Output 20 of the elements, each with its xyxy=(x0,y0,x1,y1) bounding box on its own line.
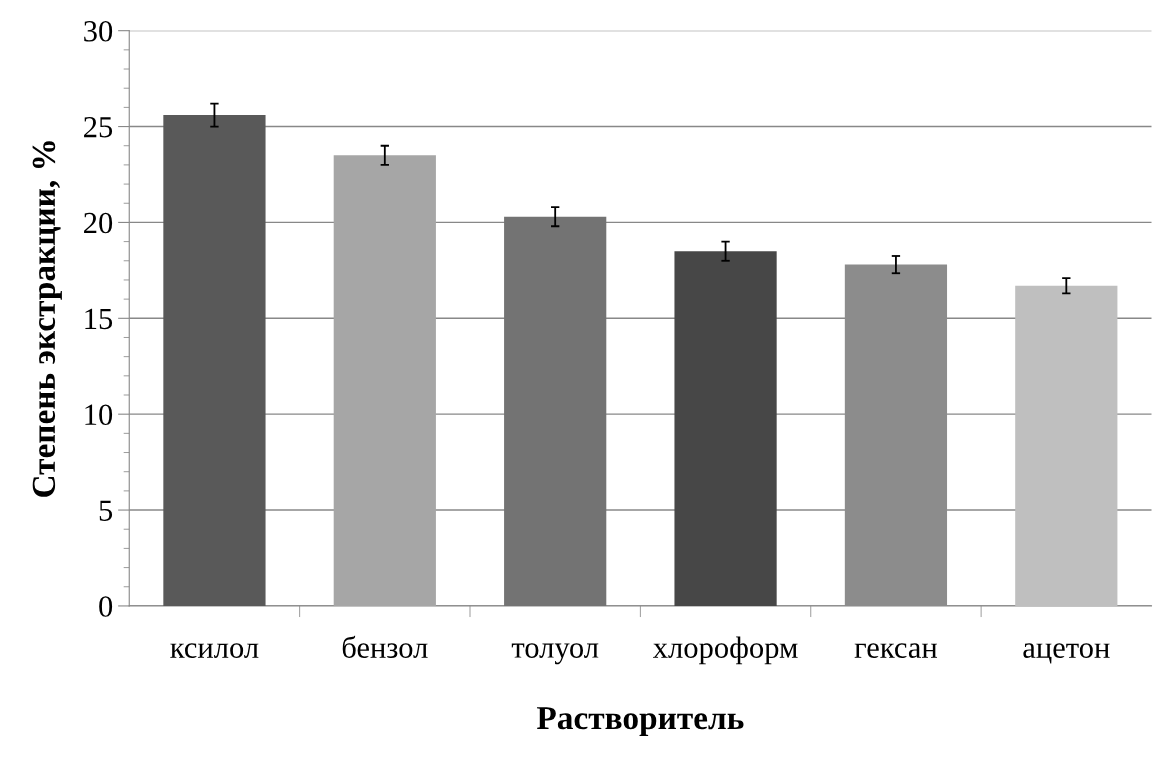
bar xyxy=(504,216,607,606)
y-tick-label: 15 xyxy=(85,308,113,330)
y-tick-label: 25 xyxy=(84,116,113,138)
y-tick-label: 0 xyxy=(99,596,113,617)
bar xyxy=(163,115,266,606)
x-tick-label: ксилол xyxy=(170,643,259,658)
y-tick-label: 20 xyxy=(84,212,113,234)
y-axis-title: Степень экстракции, % xyxy=(32,141,62,497)
x-tick-label: бензол xyxy=(342,635,428,658)
bar xyxy=(1015,285,1118,606)
x-tick-label: толуол xyxy=(511,643,599,665)
bar xyxy=(674,251,777,606)
x-tick-label: ацетон xyxy=(1023,643,1110,664)
x-tick-label: гексан xyxy=(854,643,938,658)
x-axis-title: Растворитель xyxy=(536,707,744,737)
x-tick-label: хлороформ xyxy=(653,636,798,665)
bar xyxy=(333,155,436,606)
y-tick-label: 5 xyxy=(99,500,113,521)
y-tick-label: 10 xyxy=(85,404,113,426)
y-tick-label: 30 xyxy=(84,20,113,42)
